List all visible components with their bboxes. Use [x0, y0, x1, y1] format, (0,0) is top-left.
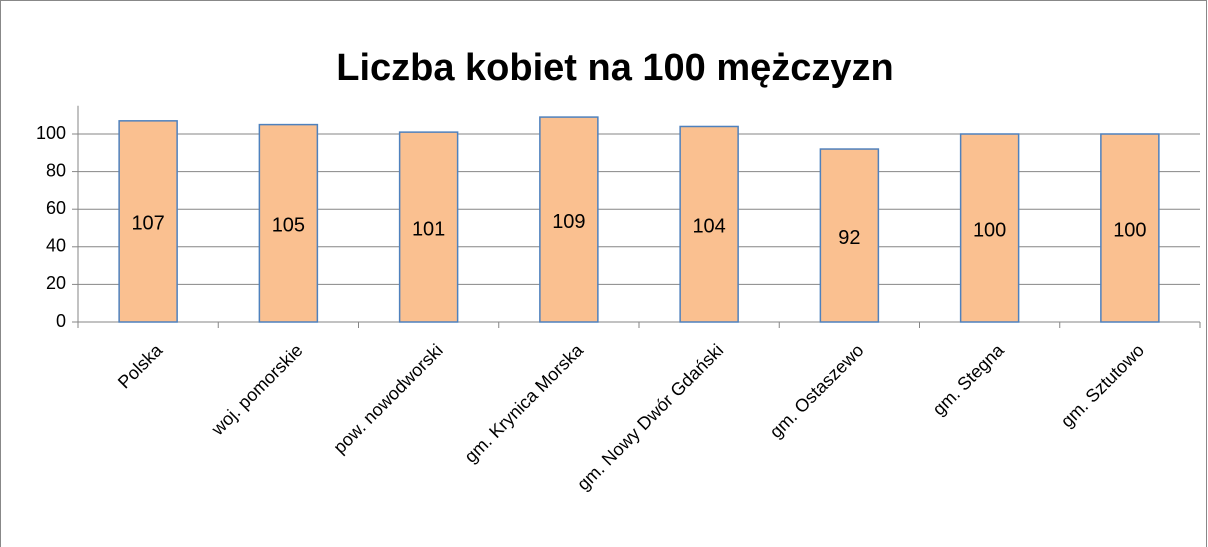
- bar: [118, 120, 178, 323]
- data-label: 100: [973, 219, 1006, 241]
- data-label: 107: [131, 213, 164, 235]
- data-label: 100: [1113, 219, 1146, 241]
- bar: [819, 148, 880, 323]
- bar: [679, 125, 739, 323]
- y-tick-label: 20: [46, 273, 66, 293]
- data-label: 104: [692, 216, 725, 238]
- bar: [1100, 133, 1160, 323]
- chart-title: Liczba kobiet na 100 mężczyzn: [336, 47, 894, 89]
- y-tick-label: 100: [36, 123, 66, 143]
- y-tick-label: 0: [56, 311, 66, 331]
- bar: [258, 123, 319, 323]
- y-tick-label: 60: [46, 198, 66, 218]
- y-tick-label: 80: [46, 160, 66, 180]
- data-label: 109: [552, 211, 585, 233]
- data-label: 105: [272, 215, 305, 237]
- bar: [539, 116, 599, 323]
- bar: [398, 131, 459, 323]
- y-tick-label: 40: [46, 236, 66, 256]
- data-label: 92: [838, 227, 860, 249]
- data-label: 101: [412, 218, 445, 240]
- bar: [959, 133, 1020, 323]
